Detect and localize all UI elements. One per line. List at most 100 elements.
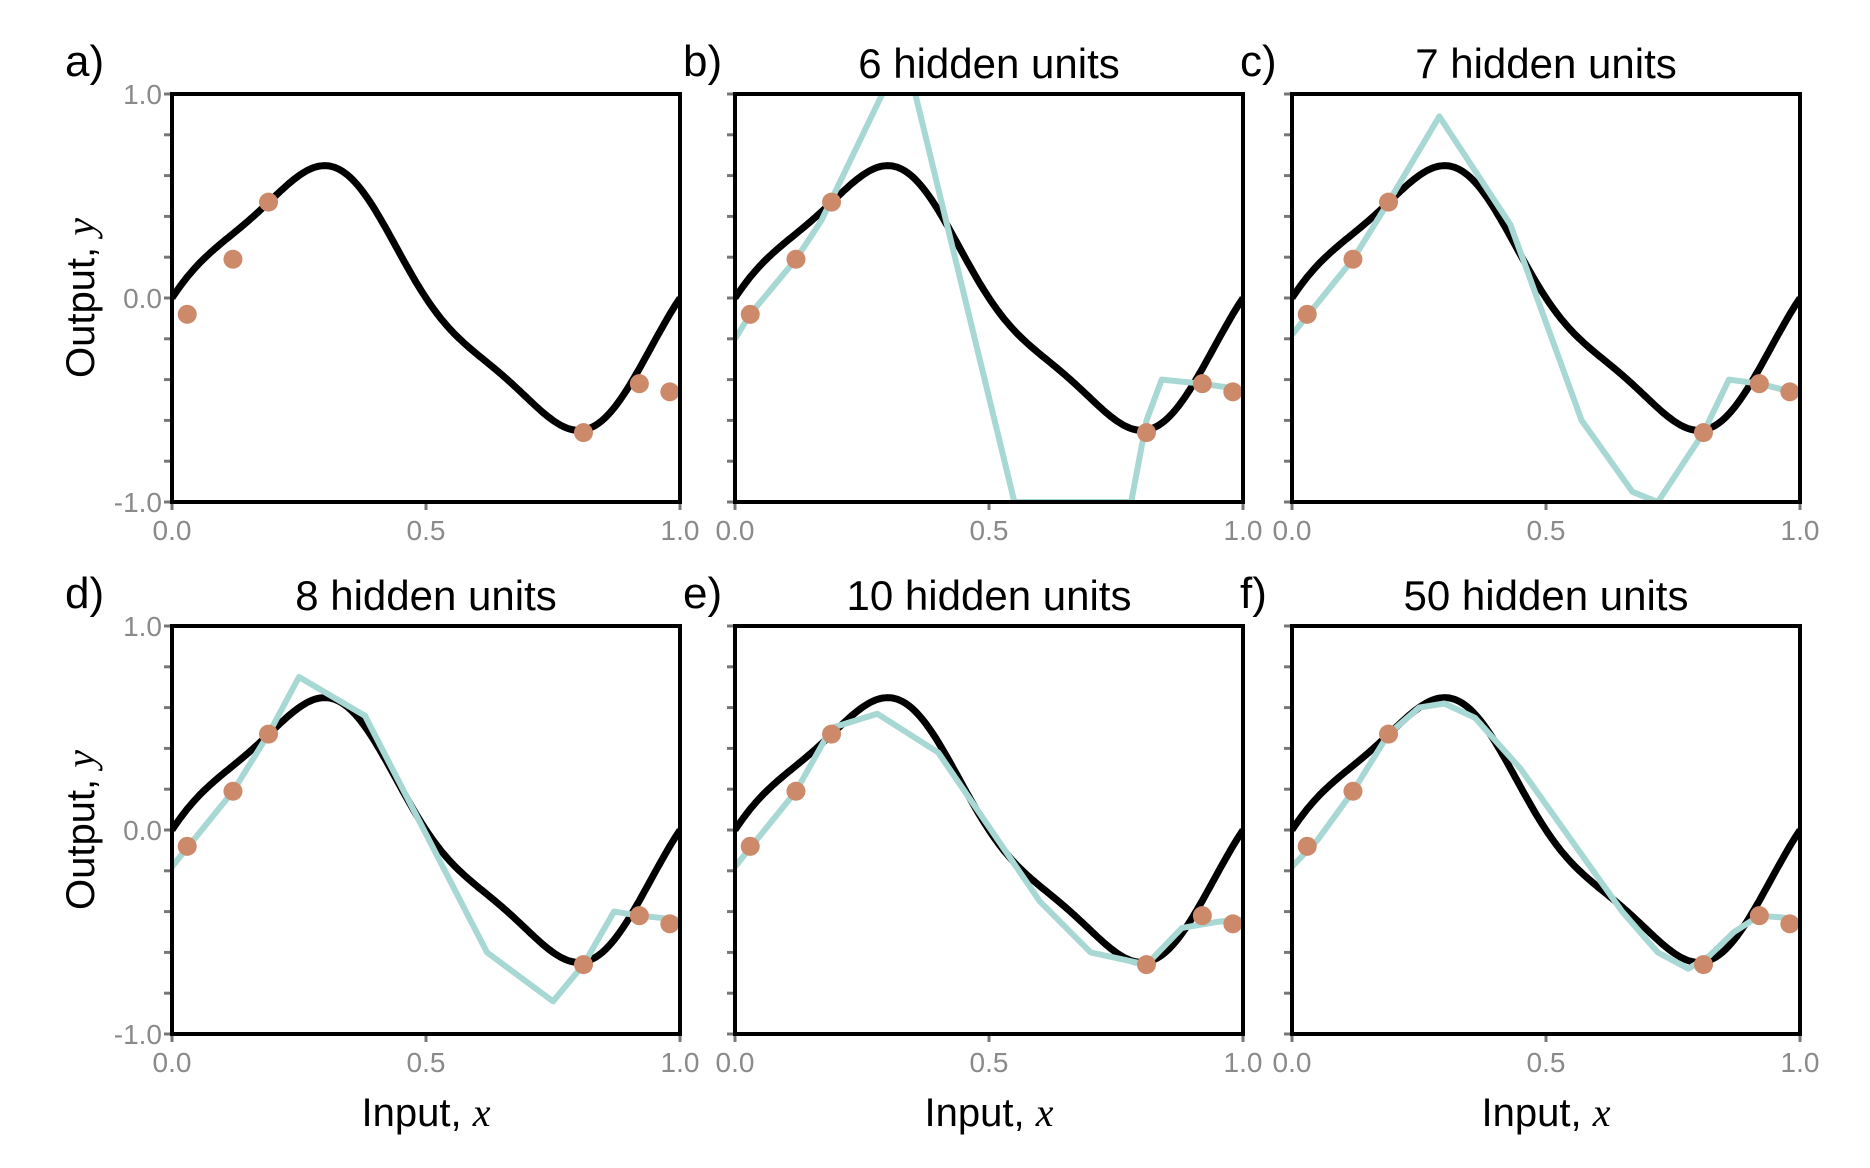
x-tick-label: 0.5 xyxy=(970,1047,1009,1078)
data-point xyxy=(1780,382,1800,402)
plot-frame xyxy=(170,92,682,504)
plot-area xyxy=(172,674,680,1005)
data-point xyxy=(1343,249,1363,269)
plot-frame xyxy=(733,92,1245,504)
x-tick-label: 1.0 xyxy=(1224,515,1263,546)
plot-frame xyxy=(733,624,1245,1036)
panel-title: 6 hidden units xyxy=(858,40,1120,87)
x-tick-label: 0.0 xyxy=(153,515,192,546)
plot-frame xyxy=(1290,624,1802,1036)
data-point xyxy=(573,423,593,443)
data-point xyxy=(1693,955,1713,975)
plot-area xyxy=(172,162,680,443)
data-point xyxy=(1223,914,1243,934)
x-tick-label: 0.5 xyxy=(407,515,446,546)
data-point xyxy=(1192,374,1212,394)
y-axis-label-var: y xyxy=(58,218,103,240)
data-point xyxy=(1379,724,1399,744)
data-point xyxy=(822,192,842,212)
data-point xyxy=(1780,914,1800,934)
panel-title: 7 hidden units xyxy=(1415,40,1677,87)
x-tick-label: 0.5 xyxy=(970,515,1009,546)
plot-frame xyxy=(1290,92,1802,504)
fit-line xyxy=(735,710,1243,968)
fit-line xyxy=(1292,700,1800,972)
panel-title: 8 hidden units xyxy=(295,572,557,619)
data-point xyxy=(1223,382,1243,402)
data-point xyxy=(177,304,197,324)
x-axis-label-var: x xyxy=(1592,1090,1611,1135)
x-tick-label: 1.0 xyxy=(661,515,700,546)
plot-area xyxy=(1292,694,1800,975)
data-point xyxy=(1749,374,1769,394)
x-axis-label-var: x xyxy=(472,1090,491,1135)
panel-title: 10 hidden units xyxy=(847,572,1132,619)
data-point xyxy=(1297,836,1317,856)
y-tick-label: -1.0 xyxy=(114,487,162,518)
y-tick-label: 0.0 xyxy=(123,283,162,314)
data-point xyxy=(1379,192,1399,212)
plot-area xyxy=(735,694,1243,975)
data-point xyxy=(259,724,279,744)
y-tick-label: 1.0 xyxy=(123,79,162,110)
x-axis-label: Input, x xyxy=(925,1090,1054,1135)
data-point xyxy=(223,249,243,269)
x-axis-label: Input, x xyxy=(362,1090,491,1135)
data-point xyxy=(740,836,760,856)
x-tick-label: 1.0 xyxy=(661,1047,700,1078)
data-point xyxy=(786,781,806,801)
y-axis-label-text: Output, xyxy=(59,236,103,378)
true-function-line xyxy=(172,162,680,434)
data-point xyxy=(259,192,279,212)
x-axis-label: Input, x xyxy=(1482,1090,1611,1135)
y-tick-label: 0.0 xyxy=(123,815,162,846)
panel-f: f) 50 hidden units 0.0 0.5 1.0 Input, x xyxy=(1240,569,1819,1135)
data-point xyxy=(1192,906,1212,926)
x-tick-label: 1.0 xyxy=(1224,1047,1263,1078)
panel-label: a) xyxy=(65,37,104,86)
fit-line xyxy=(172,674,680,1005)
data-point xyxy=(1343,781,1363,801)
y-tick-label: 1.0 xyxy=(123,611,162,642)
true-function-line xyxy=(735,162,1243,434)
panel-title: 50 hidden units xyxy=(1404,572,1689,619)
data-point xyxy=(786,249,806,269)
true-function-line xyxy=(1292,162,1800,434)
data-point xyxy=(822,724,842,744)
data-point xyxy=(1297,304,1317,324)
x-axis-label-text: Input, xyxy=(362,1091,473,1135)
panel-label: f) xyxy=(1240,569,1267,618)
data-point xyxy=(629,374,649,394)
panel-label: c) xyxy=(1240,37,1277,86)
x-tick-label: 0.5 xyxy=(1527,515,1566,546)
data-point xyxy=(660,382,680,402)
plot-area xyxy=(735,94,1243,502)
true-function-line xyxy=(1292,694,1800,966)
y-axis-label: Output, y xyxy=(58,218,103,378)
y-axis-label: Output, y xyxy=(58,750,103,910)
panel-label: b) xyxy=(683,37,722,86)
x-tick-label: 1.0 xyxy=(1781,1047,1820,1078)
x-tick-label: 0.5 xyxy=(407,1047,446,1078)
x-axis-label-var: x xyxy=(1035,1090,1054,1135)
data-point xyxy=(573,955,593,975)
panel-b: b) 6 hidden units 0.0 0.5 1.0 xyxy=(683,37,1262,546)
data-point xyxy=(629,906,649,926)
fit-line xyxy=(735,94,1243,502)
data-point xyxy=(177,836,197,856)
panel-label: e) xyxy=(683,569,722,618)
panel-e: e) 10 hidden units 0.0 0.5 1.0 Input, x xyxy=(683,569,1262,1135)
x-tick-label: 0.0 xyxy=(1273,1047,1312,1078)
panel-label: d) xyxy=(65,569,104,618)
x-tick-label: 0.0 xyxy=(716,515,755,546)
data-point xyxy=(660,914,680,934)
x-tick-label: 0.5 xyxy=(1527,1047,1566,1078)
data-point xyxy=(223,781,243,801)
panel-c: c) 7 hidden units 0.0 0.5 1.0 xyxy=(1240,37,1819,546)
x-tick-label: 1.0 xyxy=(1781,515,1820,546)
x-axis-label-text: Input, xyxy=(925,1091,1036,1135)
y-tick-label: -1.0 xyxy=(114,1019,162,1050)
